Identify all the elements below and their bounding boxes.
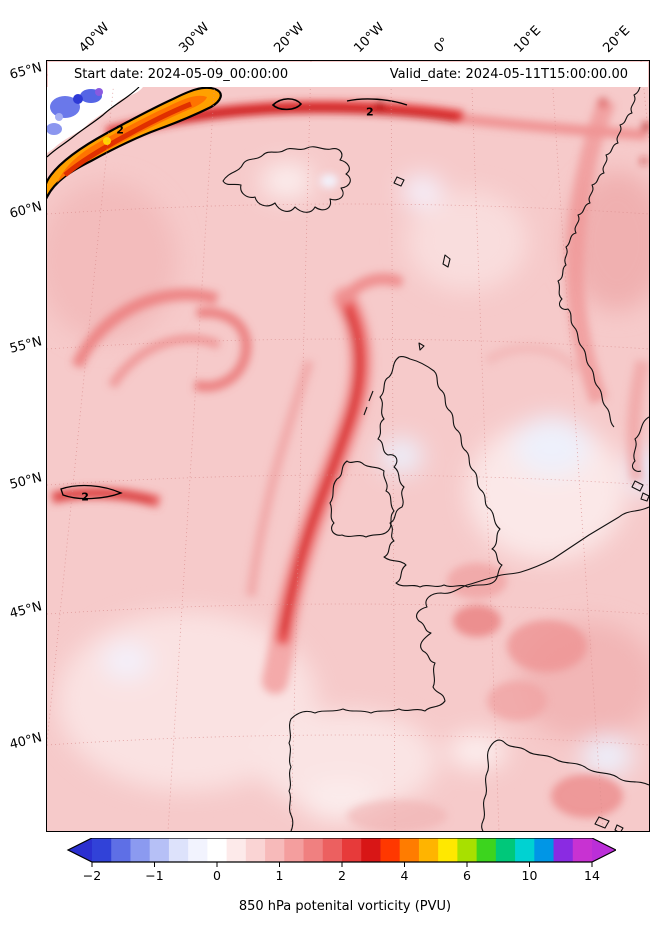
colorbar-segment	[553, 838, 574, 862]
colorbar-tick-label: −1	[145, 868, 163, 883]
colorbar-segment	[188, 838, 208, 862]
lat-tick-label: 65°N	[8, 59, 44, 83]
colorbar-segment	[380, 838, 401, 862]
colorbar-segment	[515, 838, 535, 862]
colorbar-segment	[342, 838, 362, 862]
negative-pv-region	[47, 86, 143, 158]
colorbar-segment	[149, 838, 170, 862]
date-strip: Start date: 2024-05-09_00:00:00 Valid_da…	[48, 62, 648, 87]
colorbar-tick-label: −2	[83, 868, 101, 883]
colorbar-svg: −2 −1 0 1 2 4 6 10 14	[66, 837, 618, 883]
colorbar-segment	[322, 838, 343, 862]
lon-tick-labels: 40°W 30°W 20°W 10°W 0° 10°E 20°E	[46, 0, 658, 58]
colorbar-tick-label: 14	[584, 868, 600, 883]
colorbar-segment	[92, 838, 112, 862]
colorbar-segment	[111, 838, 131, 862]
figure-caption: 850 hPa potenital vorticity (PVU)	[238, 899, 452, 914]
colorbar-left-arrow	[68, 838, 92, 862]
valid-date-label: Valid_date: 2024-05-11T15:00:00.00	[389, 67, 628, 82]
colorbar-segments	[92, 838, 593, 862]
colorbar-tick-label: 1	[276, 868, 284, 883]
lat-tick-label: 40°N	[8, 730, 44, 754]
map-canvas	[47, 61, 649, 831]
lon-tick-label: 20°W	[271, 20, 308, 56]
start-date-label: Start date: 2024-05-09_00:00:00	[74, 67, 289, 82]
colorbar: −2 −1 0 1 2 4 6 10 14	[46, 837, 618, 886]
colorbar-segment	[361, 838, 381, 862]
colorbar-segment	[457, 838, 478, 862]
colorbar-segment	[207, 838, 228, 862]
colorbar-segment	[572, 838, 593, 862]
lon-tick-label: 10°W	[351, 20, 388, 56]
high-pv-band	[47, 86, 222, 200]
lon-tick-label: 0°	[431, 34, 453, 56]
colorbar-segment	[130, 838, 151, 862]
pv-contour-lines	[60, 98, 408, 500]
colorbar-segment	[168, 838, 189, 862]
colorbar-segment	[399, 838, 420, 862]
colorbar-segment	[226, 838, 247, 862]
colorbar-ticks: −2 −1 0 1 2 4 6 10 14	[83, 862, 600, 883]
colorbar-segment	[418, 838, 439, 862]
colorbar-segment	[534, 838, 555, 862]
coastlines	[222, 76, 649, 831]
colorbar-tick-label: 6	[463, 868, 471, 883]
colorbar-segment	[303, 838, 324, 862]
colorbar-segment	[265, 838, 285, 862]
colorbar-segment	[495, 838, 516, 862]
lon-tick-label: 20°E	[600, 23, 634, 56]
lat-tick-label: 45°N	[8, 598, 44, 622]
lon-tick-label: 10°E	[511, 23, 544, 56]
colorbar-segment	[438, 838, 458, 862]
colorbar-segment	[476, 838, 497, 862]
lon-tick-label: 30°W	[176, 20, 213, 56]
map-plot-area: Start date: 2024-05-09_00:00:00 Valid_da…	[46, 60, 650, 832]
colorbar-segment	[245, 838, 266, 862]
lat-tick-label: 55°N	[8, 334, 44, 357]
colorbar-segment	[284, 838, 305, 862]
colorbar-right-arrow	[592, 838, 616, 862]
colorbar-tick-label: 4	[401, 868, 409, 883]
colorbar-tick-label: 0	[213, 868, 221, 883]
colorbar-tick-label: 10	[522, 868, 538, 883]
lat-tick-label: 60°N	[8, 199, 44, 222]
lat-tick-label: 50°N	[8, 470, 44, 493]
colorbar-tick-label: 2	[338, 868, 346, 883]
lat-tick-labels: 65°N 60°N 55°N 50°N 45°N 40°N	[0, 60, 44, 830]
lon-tick-label: 40°W	[76, 20, 113, 56]
